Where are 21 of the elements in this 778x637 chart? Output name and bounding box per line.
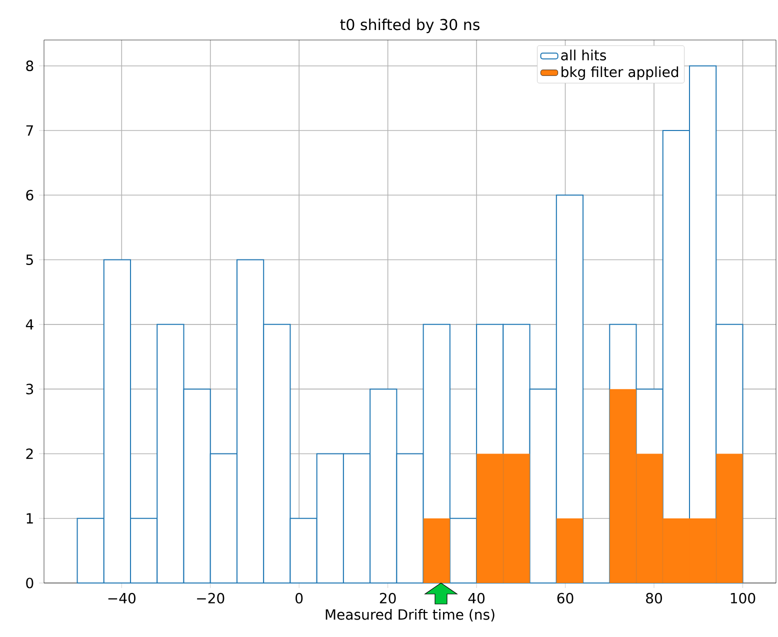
- y-tick-label: 7: [26, 125, 33, 136]
- x-tick-label: 100: [730, 592, 756, 604]
- x-tick-label: 20: [380, 592, 396, 604]
- legend-label: all hits: [561, 50, 606, 60]
- x-tick-label: 40: [468, 592, 485, 604]
- y-tick-label: 4: [26, 319, 34, 330]
- x-tick-label: −40: [108, 592, 136, 604]
- y-tick-label: 5: [26, 254, 33, 265]
- x-axis-title: Measured Drift time (ns): [326, 608, 494, 622]
- y-tick-label: 0: [26, 578, 34, 588]
- x-tick-label: 0: [296, 592, 303, 604]
- x-tick-label: 80: [646, 592, 662, 604]
- chart-title: t0 shifted by 30 ns: [340, 18, 480, 34]
- y-tick-label: 8: [26, 60, 34, 72]
- y-tick-label: 6: [26, 190, 34, 200]
- y-tick-label: 1: [26, 513, 33, 524]
- x-tick-label: 60: [557, 592, 574, 604]
- legend-label: bkg filter applied: [562, 66, 678, 80]
- y-tick-label: 3: [26, 384, 34, 394]
- y-tick-label: 2: [26, 448, 33, 459]
- x-tick-label: −20: [197, 592, 224, 604]
